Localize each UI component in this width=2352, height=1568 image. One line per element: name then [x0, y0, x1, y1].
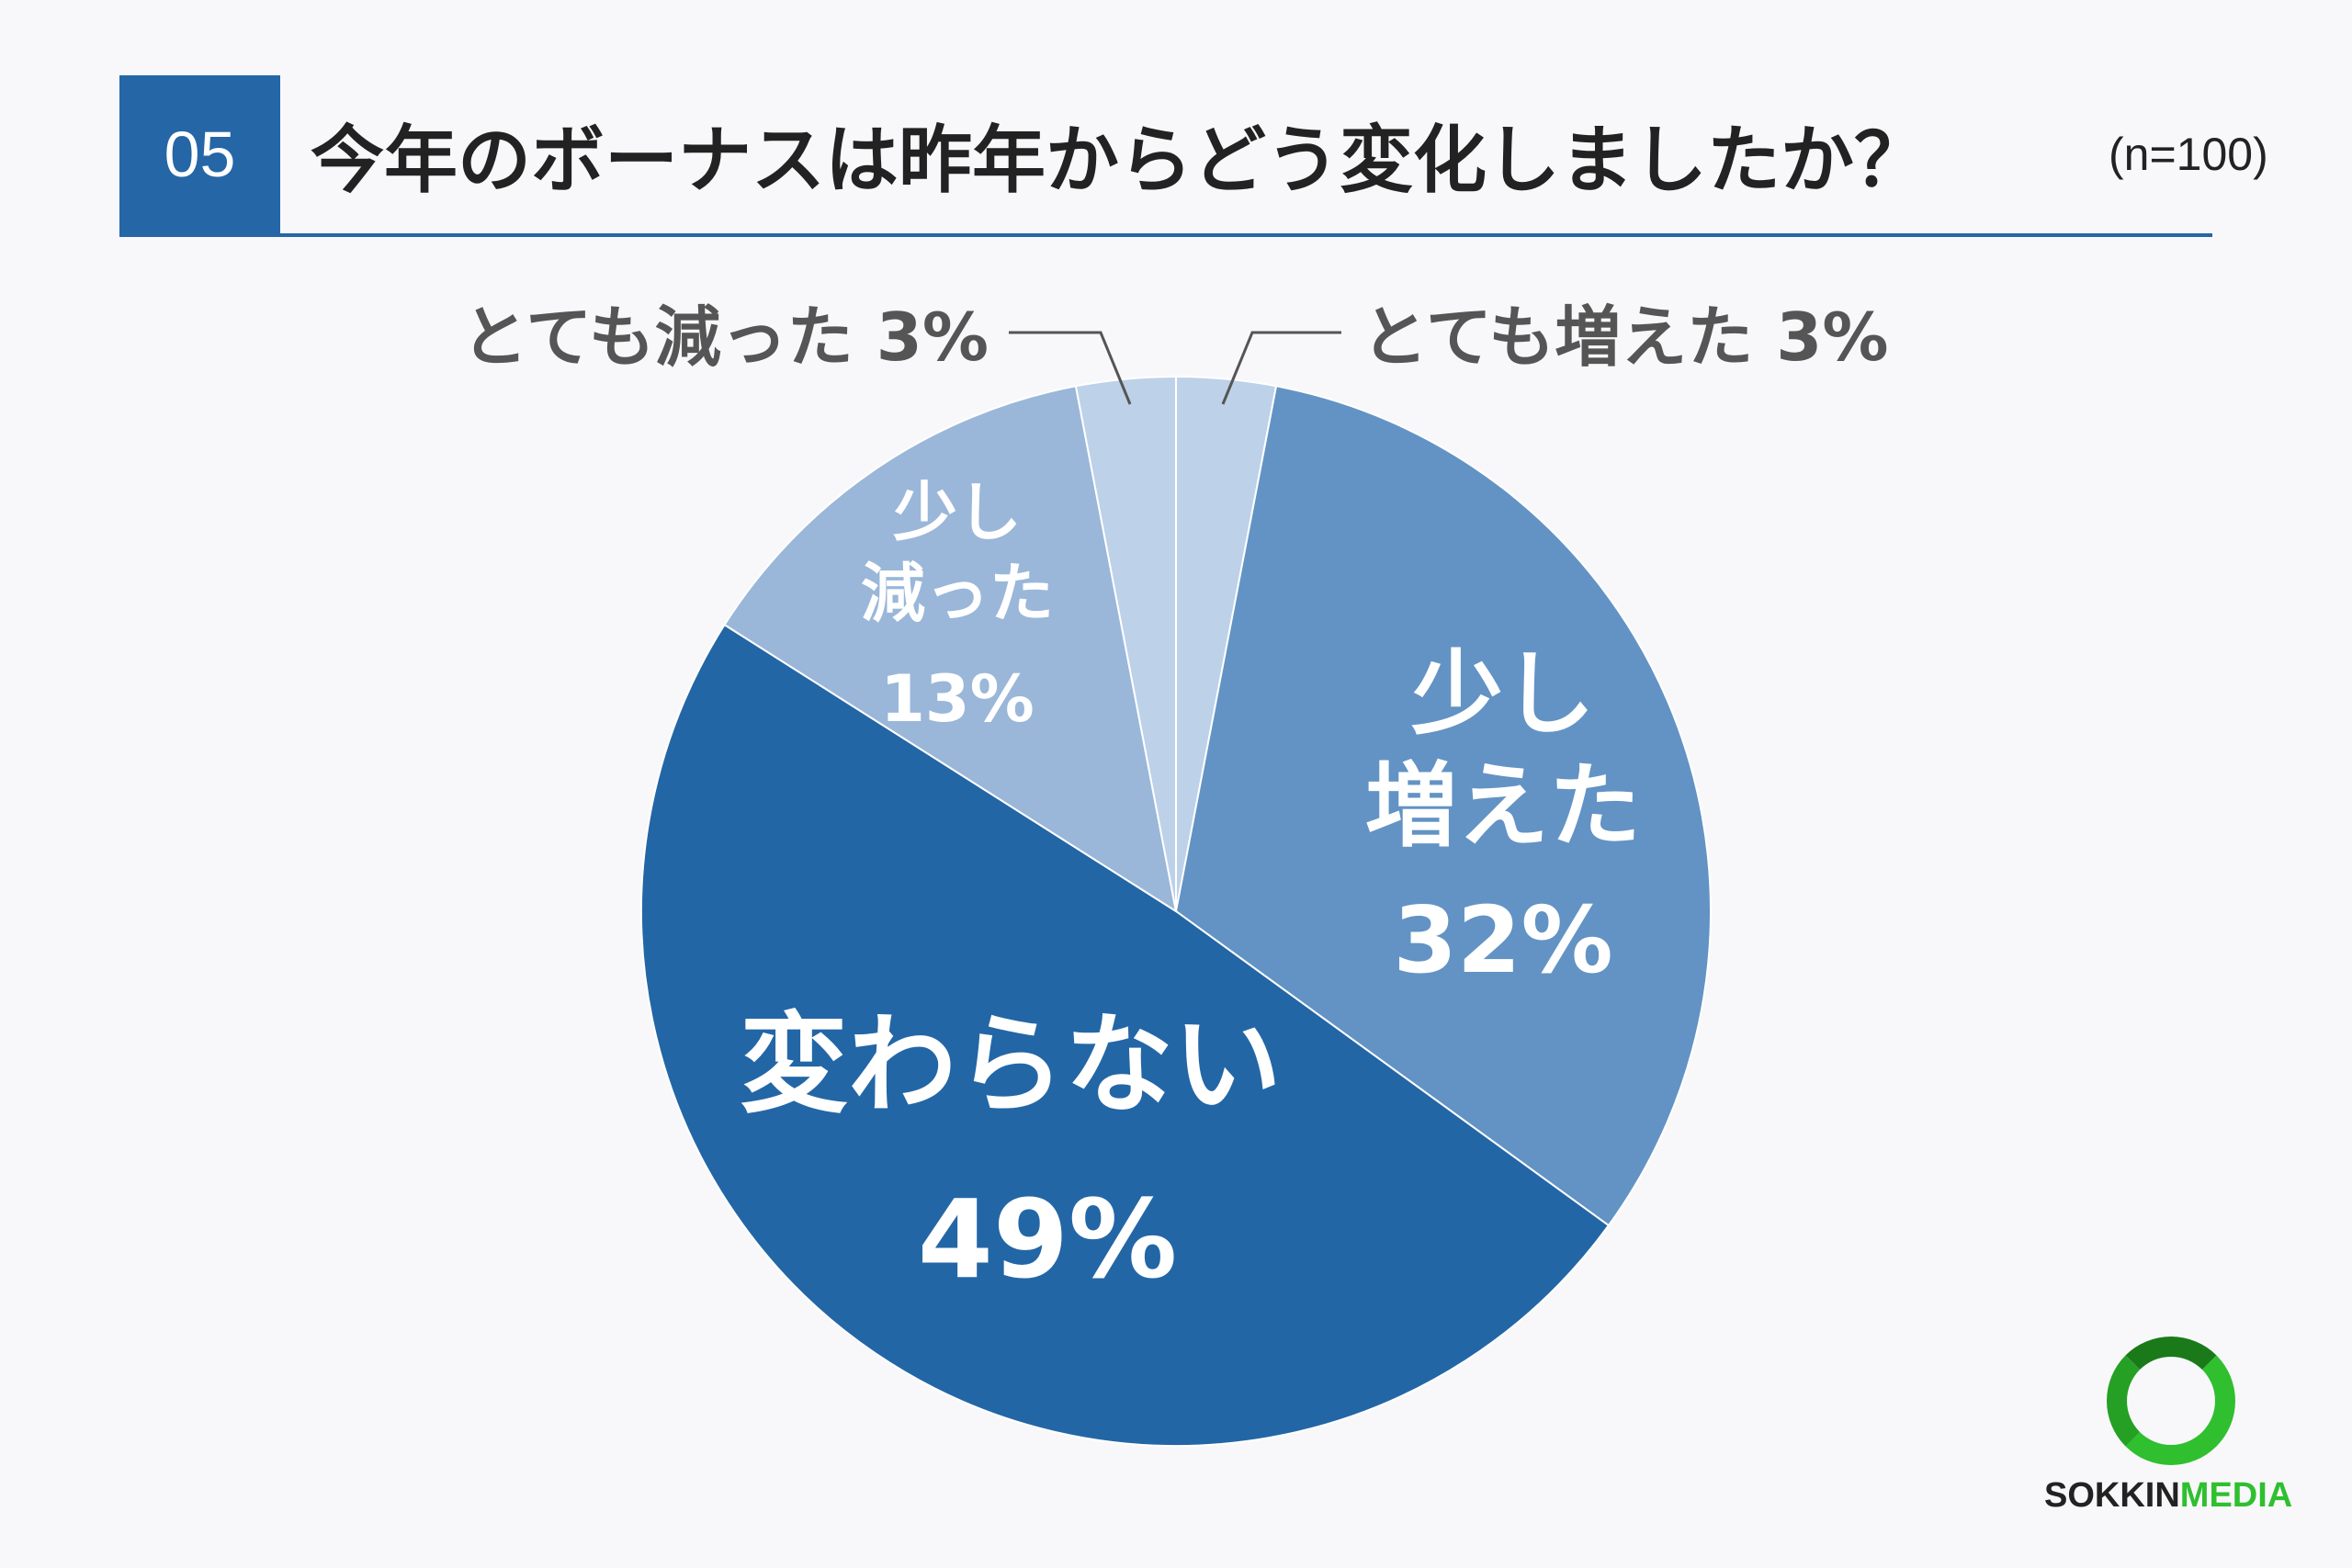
slice-少し増えた: [1174, 385, 1712, 1227]
slice-label-少し減った-1: 少し: [893, 475, 1022, 550]
slice-label-少し減った-2: 減った: [861, 556, 1054, 631]
logo-ring-icon: [2107, 1337, 2235, 1465]
outside-label-とても減った: とても減った 3%: [461, 299, 989, 376]
slice-変わらない: [640, 623, 1611, 1447]
header-underline: [119, 233, 2212, 237]
logo-text-accent: MEDIA: [2179, 1476, 2293, 1515]
slice-value-変わらない: 49%: [918, 1176, 1177, 1303]
slice-value-少し増えた: 32%: [1393, 886, 1612, 994]
slice-label-少し増えた-2: 増えた: [1365, 752, 1641, 860]
question-title: 今年のボーナスは昨年からどう変化しましたか？: [311, 118, 1928, 203]
pie-slices: [640, 375, 1712, 1447]
leader-line-とても増えた: [1221, 331, 1341, 405]
slice-とても減った: [1074, 375, 1177, 912]
slice-label-少し増えた-1: 少し: [1411, 640, 1595, 748]
leader-line-とても減った: [1009, 331, 1132, 405]
question-number-badge: 05: [119, 75, 280, 233]
leader-lines: [1009, 331, 1341, 405]
logo-wordmark: SOKKINMEDIA: [2044, 1476, 2311, 1516]
sokkin-media-logo: SOKKINMEDIA: [2044, 1337, 2311, 1520]
slice-少し減った: [723, 385, 1178, 914]
logo-text-main: SOKKIN: [2044, 1476, 2180, 1515]
slice-label-変わらない-1: 変わらない: [740, 1001, 1282, 1128]
question-header: 05 今年のボーナスは昨年からどう変化しましたか？ (n=100): [119, 75, 2268, 237]
outside-label-とても増えた: とても増えた 3%: [1362, 299, 1889, 376]
slice-labels: とても増えた 3%少し増えた32%変わらない49%少し減った13%とても減った …: [461, 299, 1888, 1303]
sample-size: (n=100): [2109, 129, 2268, 180]
slice-value-少し減った: 13%: [880, 661, 1035, 737]
